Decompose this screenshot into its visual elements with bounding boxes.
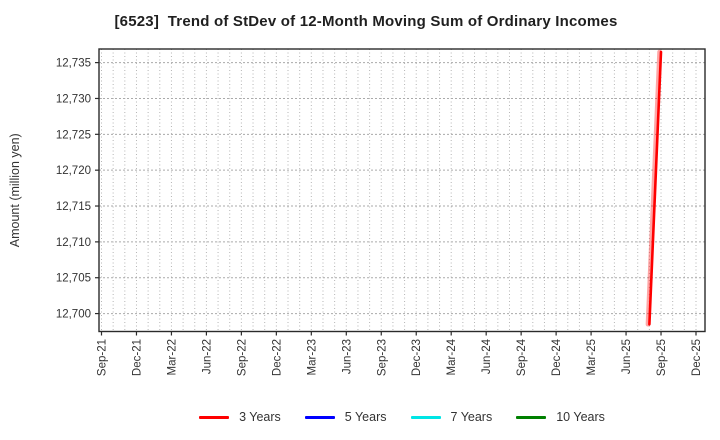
- x-tick-label: Sep-25: [656, 339, 668, 376]
- y-tick-label: 12,710: [56, 237, 91, 249]
- y-tick-label: 12,705: [56, 273, 91, 285]
- x-tick-labels: Sep-21 Dec-21 Mar-22 Jun-22 Sep-22 Dec-22 Mar-…: [97, 338, 704, 376]
- x-tick-label: Jun-22: [201, 339, 213, 374]
- chart-legend: 3 Years 5 Years 7 Years 10 Years: [99, 404, 705, 430]
- x-tick-label: Mar-25: [586, 339, 598, 375]
- x-tick-label: Jun-25: [621, 339, 633, 374]
- legend-swatch: [516, 415, 547, 419]
- x-tick-label: Dec-25: [691, 339, 703, 376]
- y-axis-label: Amount (million yen): [8, 133, 22, 247]
- x-tick-label: Mar-24: [446, 338, 458, 375]
- x-tick-label: Jun-24: [481, 338, 493, 374]
- x-tick-label: Sep-22: [236, 339, 248, 376]
- legend-item-10-years: 10 Years: [516, 410, 605, 424]
- x-tick-label: Dec-22: [271, 339, 283, 376]
- chart-plot-area: Sep-21 Dec-21 Mar-22 Jun-22 Sep-22 Dec-22 Mar-…: [8, 48, 706, 376]
- axis-ticks: [95, 62, 697, 336]
- x-tick-label: Mar-22: [166, 339, 178, 375]
- x-tick-label: Sep-24: [516, 338, 528, 376]
- legend-label: 3 Years: [239, 410, 281, 424]
- series-line-3-years: [645, 49, 663, 327]
- plot-border: [98, 48, 706, 333]
- chart-title: [6523] Trend of StDev of 12-Month Moving…: [114, 13, 618, 30]
- legend-item-7-years: 7 Years: [410, 410, 493, 424]
- grid-horizontal: [99, 62, 705, 315]
- y-tick-label: 12,700: [56, 309, 91, 321]
- y-tick-label: 12,730: [56, 93, 91, 105]
- legend-label: 7 Years: [450, 410, 493, 424]
- x-tick-label: Dec-21: [131, 339, 143, 376]
- y-tick-labels: 12,700 12,705 12,710 12,715 12,720 12,725 12,7…: [56, 58, 91, 321]
- y-tick-label: 12,715: [56, 201, 91, 213]
- legend-swatch: [304, 415, 335, 419]
- x-tick-label: Mar-23: [306, 339, 318, 375]
- x-tick-label: Jun-23: [341, 339, 353, 374]
- legend-item-5-years: 5 Years: [304, 410, 387, 424]
- x-tick-label: Sep-21: [97, 339, 109, 376]
- y-tick-label: 12,725: [56, 129, 91, 141]
- legend-swatch: [410, 415, 441, 419]
- legend-label: 10 Years: [556, 410, 605, 424]
- legend-label: 5 Years: [344, 410, 387, 424]
- y-tick-label: 12,720: [56, 165, 91, 177]
- legend-item-3-years: 3 Years: [199, 410, 281, 424]
- legend-swatch: [199, 415, 230, 419]
- x-tick-label: Dec-24: [551, 338, 563, 376]
- x-tick-label: Dec-23: [411, 339, 423, 376]
- grid-vertical: [101, 49, 697, 332]
- y-tick-label: 12,735: [56, 58, 91, 70]
- x-tick-label: Sep-23: [376, 339, 388, 376]
